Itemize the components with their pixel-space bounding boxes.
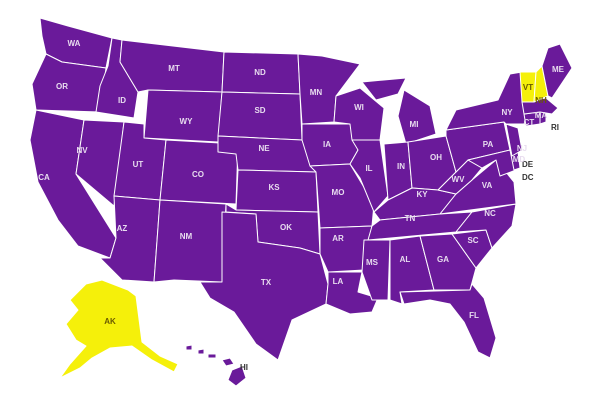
label-ca: CA xyxy=(38,173,50,182)
label-wv: WV xyxy=(452,175,466,184)
label-wi: WI xyxy=(354,103,364,112)
label-nh: NH xyxy=(535,96,547,105)
label-pa: PA xyxy=(483,140,494,149)
label-ak: AK xyxy=(104,317,116,326)
label-ma: MA xyxy=(535,111,548,120)
label-de: DE xyxy=(522,160,534,169)
label-ia: IA xyxy=(323,140,331,149)
label-oh: OH xyxy=(430,153,442,162)
label-vt: VT xyxy=(523,83,533,92)
state-mi[interactable] xyxy=(361,77,437,145)
label-hi: HI xyxy=(240,363,248,372)
label-md: MD xyxy=(513,155,526,164)
label-me: ME xyxy=(552,65,565,74)
label-il: IL xyxy=(365,164,372,173)
label-la: LA xyxy=(333,277,344,286)
label-nd: ND xyxy=(254,68,266,77)
label-sc: SC xyxy=(467,236,478,245)
state-sd[interactable] xyxy=(217,91,303,141)
state-nm[interactable] xyxy=(153,199,227,283)
label-id: ID xyxy=(118,96,126,105)
label-mo: MO xyxy=(332,188,345,197)
state-ms[interactable] xyxy=(361,239,391,301)
label-al: AL xyxy=(400,255,411,264)
state-tx[interactable] xyxy=(199,211,329,361)
label-ok: OK xyxy=(280,223,292,232)
label-wa: WA xyxy=(68,39,81,48)
label-nc: NC xyxy=(484,209,496,218)
state-la[interactable] xyxy=(325,271,379,315)
state-ak[interactable] xyxy=(59,279,179,379)
label-ut: UT xyxy=(133,160,144,169)
label-ms: MS xyxy=(366,258,379,267)
label-ne: NE xyxy=(258,144,270,153)
label-ct: CT xyxy=(524,118,535,127)
label-az: AZ xyxy=(117,224,128,233)
label-nm: NM xyxy=(180,232,193,241)
label-co: CO xyxy=(192,170,204,179)
label-ga: GA xyxy=(437,255,449,264)
label-nj: NJ xyxy=(517,144,527,153)
state-wy[interactable] xyxy=(143,89,223,143)
state-fl[interactable] xyxy=(399,283,497,359)
state-ar[interactable] xyxy=(319,225,373,273)
label-ky: KY xyxy=(416,190,428,199)
state-ny[interactable] xyxy=(445,71,529,131)
label-mn: MN xyxy=(310,88,323,97)
label-fl: FL xyxy=(469,311,479,320)
label-mi: MI xyxy=(410,120,419,129)
state-labels: WA OR CA ID NV MT WY UT AZ CO NM ND SD NE KS OK TX MN IA MO… xyxy=(38,39,564,372)
label-ny: NY xyxy=(501,108,513,117)
label-nv: NV xyxy=(76,146,88,155)
label-tx: TX xyxy=(261,278,272,287)
state-nj[interactable] xyxy=(505,123,523,157)
label-in: IN xyxy=(397,162,405,171)
state-ga[interactable] xyxy=(419,233,477,291)
label-dc: DC xyxy=(522,173,534,182)
label-wy: WY xyxy=(180,117,194,126)
label-or: OR xyxy=(56,82,68,91)
state-il[interactable] xyxy=(349,139,389,213)
label-tn: TN xyxy=(405,214,416,223)
state-me[interactable] xyxy=(541,43,573,99)
label-mt: MT xyxy=(168,64,180,73)
state-hi[interactable] xyxy=(185,344,247,387)
label-sd: SD xyxy=(254,106,265,115)
label-ri: RI xyxy=(551,123,559,132)
label-ks: KS xyxy=(268,183,280,192)
label-ar: AR xyxy=(332,234,344,243)
label-va: VA xyxy=(482,181,493,190)
